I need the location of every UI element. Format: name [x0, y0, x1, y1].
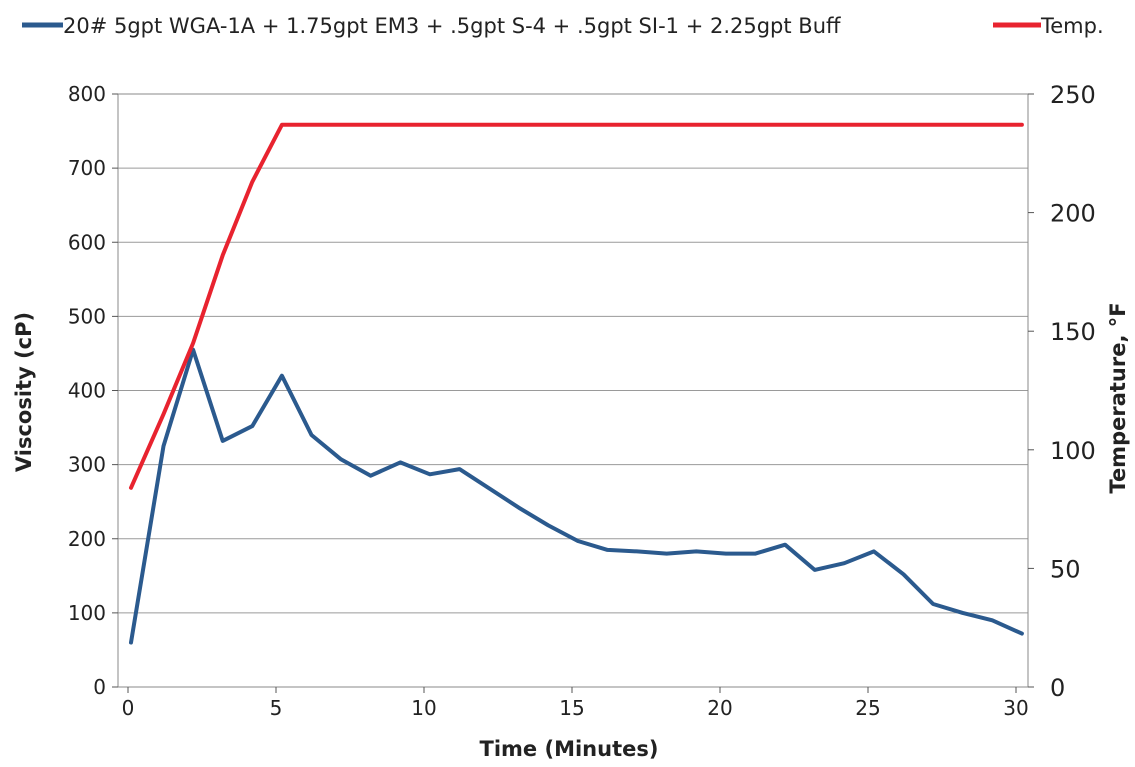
y-tick-label-600: 600	[68, 230, 106, 254]
y2-tick-label-250: 250	[1050, 81, 1096, 109]
y2-tick-label-100: 100	[1050, 437, 1096, 465]
y-tick-label-300: 300	[68, 453, 106, 477]
plot-area: 0100200300400500600700800050100150200250…	[68, 81, 1096, 720]
y2-tick-label-50: 50	[1050, 555, 1081, 583]
y2-tick-label-0: 0	[1050, 674, 1065, 702]
x-tick-label-0: 0	[122, 696, 135, 720]
y-tick-label-0: 0	[93, 675, 106, 699]
y2-tick-label-200: 200	[1050, 200, 1096, 228]
series-line-viscosity	[129, 347, 1024, 645]
y-tick-label-800: 800	[68, 82, 106, 106]
legend-label-temperature: Temp.	[1040, 14, 1104, 38]
series-line-temperature	[129, 122, 1024, 490]
x-axis-title: Time (Minutes)	[480, 737, 659, 761]
y-tick-label-400: 400	[68, 379, 106, 403]
legend: 20# 5gpt WGA-1A + 1.75gpt EM3 + .5gpt S-…	[22, 14, 1104, 38]
x-tick-label-15: 15	[559, 696, 584, 720]
x-tick-label-25: 25	[855, 696, 880, 720]
x-tick-label-5: 5	[270, 696, 283, 720]
y-tick-label-700: 700	[68, 156, 106, 180]
y-tick-label-100: 100	[68, 601, 106, 625]
y2-axis-title: Temperature, °F	[1106, 302, 1130, 493]
x-tick-label-30: 30	[1003, 696, 1028, 720]
x-tick-label-20: 20	[707, 696, 732, 720]
y2-tick-label-150: 150	[1050, 318, 1096, 346]
x-tick-label-10: 10	[411, 696, 436, 720]
y-tick-label-200: 200	[68, 527, 106, 551]
y-tick-label-500: 500	[68, 304, 106, 328]
legend-label-viscosity: 20# 5gpt WGA-1A + 1.75gpt EM3 + .5gpt S-…	[63, 14, 841, 38]
y-axis-title: Viscosity (cP)	[12, 312, 36, 472]
